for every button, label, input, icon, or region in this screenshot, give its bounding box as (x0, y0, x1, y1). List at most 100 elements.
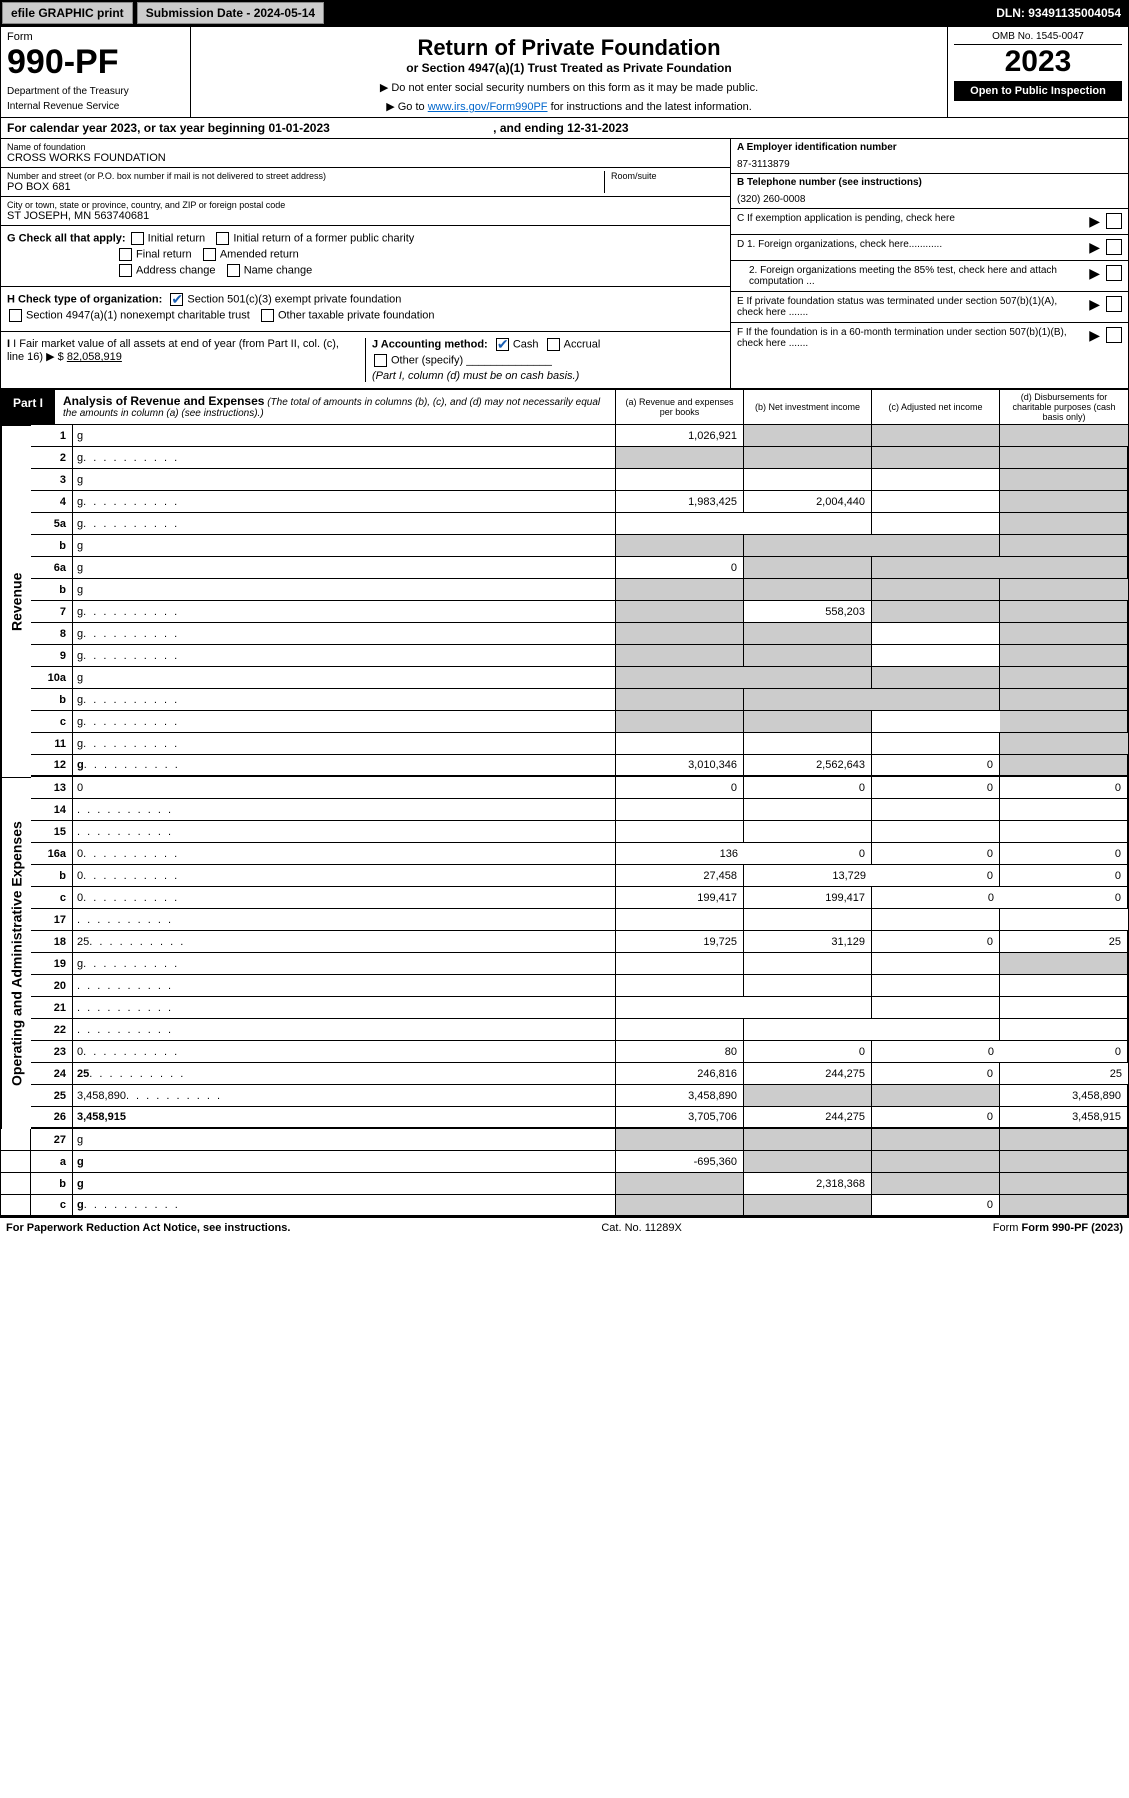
table-cell (872, 645, 1000, 667)
amended-return-checkbox[interactable] (203, 248, 216, 261)
table-cell: 0 (872, 1195, 1000, 1217)
table-cell: 17 (31, 909, 73, 931)
table-cell: 15 (31, 821, 73, 843)
other-taxable-checkbox[interactable] (261, 309, 274, 322)
table-cell: 0 (872, 755, 1000, 777)
table-cell: 1 (31, 425, 73, 447)
row-desc (73, 909, 616, 931)
table-cell (872, 821, 1000, 843)
c-checkbox[interactable] (1106, 213, 1122, 229)
name-change-checkbox[interactable] (227, 264, 240, 277)
table-cell: 4 (31, 491, 73, 513)
table-cell (616, 953, 744, 975)
side-label: Operating and Administrative Expenses (1, 777, 31, 1129)
table-cell (744, 1129, 872, 1151)
table-cell (744, 645, 872, 667)
table-cell (616, 601, 744, 623)
e-checkbox[interactable] (1106, 296, 1122, 312)
row-desc: g (73, 469, 616, 491)
j-label: J Accounting method: (372, 338, 488, 350)
table-cell (744, 667, 872, 689)
initial-return-checkbox[interactable] (131, 232, 144, 245)
d1-label: D 1. Foreign organizations, check here..… (737, 239, 1083, 250)
e-label: E If private foundation status was termi… (737, 296, 1083, 318)
table-cell (872, 491, 1000, 513)
g-check-block: G Check all that apply: Initial return I… (1, 226, 730, 287)
table-cell (872, 513, 1000, 535)
table-cell (616, 799, 744, 821)
table-cell (1000, 799, 1128, 821)
table-cell (744, 425, 872, 447)
table-cell (616, 447, 744, 469)
g-opt-5: Name change (244, 264, 313, 276)
table-cell (744, 1151, 872, 1173)
efile-print-button[interactable]: efile GRAPHIC print (2, 2, 133, 24)
irs-link[interactable]: www.irs.gov/Form990PF (428, 101, 548, 113)
table-cell (1000, 975, 1128, 997)
g-opt-3: Amended return (220, 248, 299, 260)
table-cell (872, 667, 1000, 689)
other-method-checkbox[interactable] (374, 354, 387, 367)
table-cell: 2,562,643 (744, 755, 872, 777)
side-spacer (1, 1129, 31, 1151)
table-cell: 25 (31, 1085, 73, 1107)
table-cell: 1,026,921 (616, 425, 744, 447)
table-cell (744, 623, 872, 645)
irs-label: Internal Revenue Service (7, 101, 184, 112)
j-accrual: Accrual (564, 338, 601, 350)
row-desc: g (73, 579, 616, 601)
footer-left: For Paperwork Reduction Act Notice, see … (6, 1222, 290, 1234)
d2-checkbox[interactable] (1106, 265, 1122, 281)
cash-checkbox[interactable] (496, 338, 509, 351)
j-note: (Part I, column (d) must be on cash basi… (372, 370, 724, 382)
table-cell (1000, 689, 1128, 711)
table-cell: 9 (31, 645, 73, 667)
table-cell: 13,729 (744, 865, 872, 887)
initial-former-checkbox[interactable] (216, 232, 229, 245)
final-return-checkbox[interactable] (119, 248, 132, 261)
cal-end: , and ending 12-31-2023 (493, 121, 628, 135)
row-desc: g (73, 953, 616, 975)
table-cell (872, 1151, 1000, 1173)
table-cell (744, 733, 872, 755)
table-cell (1000, 447, 1128, 469)
table-cell (872, 623, 1000, 645)
table-cell: 20 (31, 975, 73, 997)
row-desc: g (73, 491, 616, 513)
d1-checkbox[interactable] (1106, 239, 1122, 255)
table-cell: 8 (31, 623, 73, 645)
city-label: City or town, state or province, country… (7, 200, 724, 210)
table-cell (1000, 1195, 1128, 1217)
table-cell (744, 799, 872, 821)
table-cell: 1,983,425 (616, 491, 744, 513)
table-cell (872, 909, 1000, 931)
table-cell (616, 513, 744, 535)
table-cell (1000, 491, 1128, 513)
table-cell (1000, 623, 1128, 645)
table-cell: 0 (1000, 887, 1128, 909)
table-cell: 558,203 (744, 601, 872, 623)
accrual-checkbox[interactable] (547, 338, 560, 351)
form-number: 990-PF (7, 43, 184, 82)
table-cell: 2,318,368 (744, 1173, 872, 1195)
row-desc: 3,458,890 (73, 1085, 616, 1107)
row-desc: 0 (73, 843, 616, 865)
table-cell (744, 1085, 872, 1107)
table-cell (872, 799, 1000, 821)
entity-block: Name of foundation CROSS WORKS FOUNDATIO… (0, 139, 1129, 388)
row-desc: g (73, 645, 616, 667)
table-cell: 0 (1000, 777, 1128, 799)
address-change-checkbox[interactable] (119, 264, 132, 277)
501c3-checkbox[interactable] (170, 293, 183, 306)
f-checkbox[interactable] (1106, 327, 1122, 343)
part1-table: Revenue1g1,026,9212g3g4g1,983,4252,004,4… (0, 425, 1129, 1217)
row-desc: 25 (73, 931, 616, 953)
table-cell (1000, 557, 1128, 579)
table-cell (1000, 953, 1128, 975)
table-cell (1000, 711, 1128, 733)
4947-checkbox[interactable] (9, 309, 22, 322)
row-desc (73, 997, 616, 1019)
table-cell (616, 821, 744, 843)
row-desc: g (73, 1129, 616, 1151)
arrow-icon: ▶ (1089, 239, 1100, 256)
